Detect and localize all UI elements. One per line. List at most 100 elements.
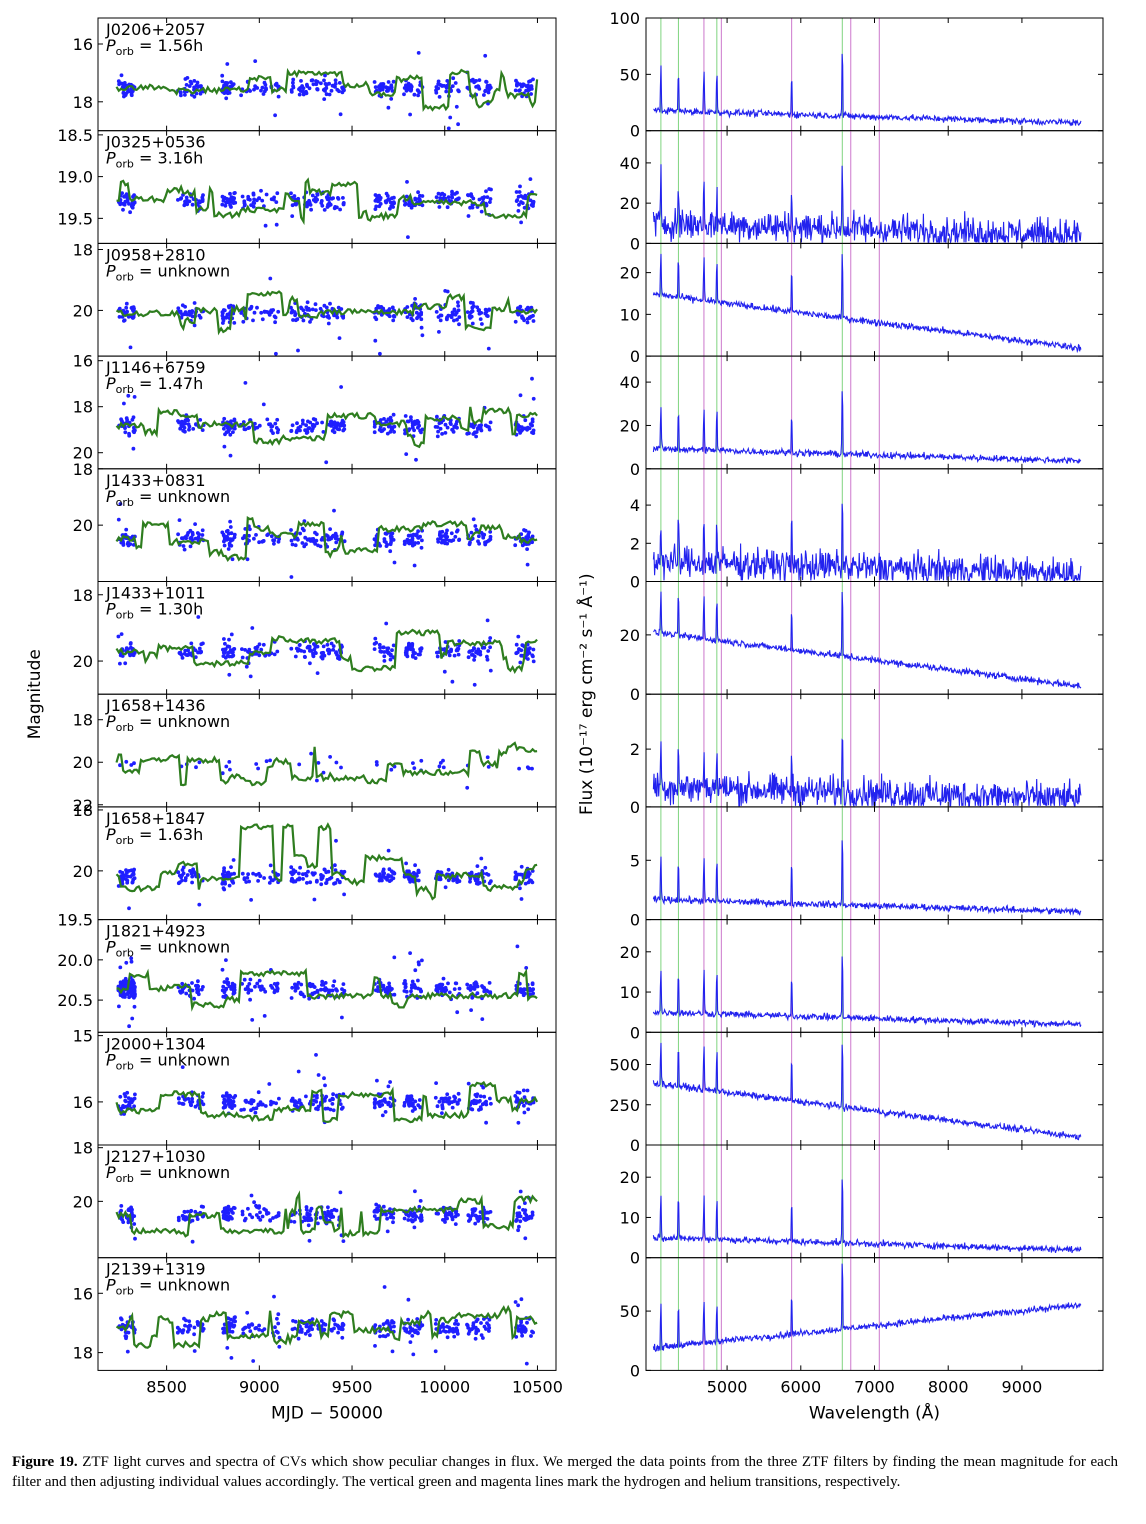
- lc-point: [222, 637, 226, 641]
- lc-point: [315, 644, 320, 649]
- lc-object-name: J1433+0831: [105, 471, 206, 490]
- lc-point: [333, 78, 338, 83]
- lc-point: [416, 529, 420, 534]
- lc-point: [130, 1016, 135, 1021]
- lc-point: [372, 430, 377, 435]
- lc-point: [525, 306, 530, 311]
- lc-object-name: J0325+0536: [105, 133, 206, 152]
- lc-point: [531, 199, 536, 204]
- lc-point: [222, 869, 227, 874]
- lc-point: [455, 419, 459, 424]
- lc-point: [341, 423, 346, 428]
- lc-model-curve: [116, 177, 538, 226]
- lc-point: [254, 1106, 259, 1111]
- lc-point: [246, 426, 251, 430]
- lc-point: [372, 647, 377, 651]
- lc-point: [519, 1297, 524, 1302]
- lc-point: [416, 51, 421, 55]
- lc-point: [454, 981, 459, 986]
- lc-point: [123, 877, 128, 881]
- lc-point: [319, 651, 324, 655]
- lc-point: [230, 981, 235, 986]
- lc-point: [201, 1102, 206, 1107]
- lc-point: [531, 1330, 535, 1335]
- lc-point: [195, 80, 200, 85]
- lc-point: [447, 650, 451, 654]
- lc-point: [296, 537, 300, 542]
- spec-ytick-label: 20: [620, 943, 640, 962]
- lc-point: [466, 1213, 471, 1218]
- lc-ytick-label: 18: [73, 711, 93, 730]
- lc-point: [519, 989, 524, 993]
- lc-point: [483, 1100, 487, 1105]
- lc-point: [124, 301, 129, 306]
- lc-point: [322, 97, 327, 101]
- lc-point: [290, 985, 295, 990]
- lc-point: [389, 425, 394, 430]
- lc-point: [392, 314, 397, 319]
- lc-point: [326, 321, 331, 326]
- lc-point: [467, 650, 472, 654]
- lc-point: [313, 417, 318, 422]
- spec-xlabel: Wavelength (Å): [809, 1401, 940, 1423]
- lc-point: [487, 187, 492, 191]
- lc-point: [229, 865, 233, 869]
- lc-point: [306, 1218, 310, 1223]
- lc-point: [516, 209, 521, 213]
- lc-point: [293, 1099, 298, 1104]
- lc-point: [118, 1094, 123, 1099]
- lc-point: [221, 1210, 225, 1214]
- lc-point: [128, 89, 133, 94]
- lc-point: [132, 761, 136, 766]
- lc-point: [126, 393, 131, 398]
- lc-point: [329, 419, 334, 424]
- lc-point: [480, 196, 485, 200]
- lc-point: [196, 650, 200, 655]
- lc-point: [316, 1221, 320, 1226]
- lc-point: [247, 982, 252, 986]
- lc-point: [269, 983, 273, 988]
- lc-point: [276, 539, 281, 544]
- lc-point: [441, 758, 445, 763]
- lc-point: [309, 751, 313, 756]
- lc-point: [122, 401, 126, 406]
- lc-point: [123, 661, 128, 666]
- spectrum-curve: [652, 840, 1082, 916]
- lc-point: [259, 310, 264, 315]
- lc-point: [306, 1223, 311, 1228]
- lc-point: [304, 91, 309, 96]
- lc-point: [120, 877, 125, 882]
- lc-ytick-label: 18: [73, 1344, 93, 1363]
- lc-point: [529, 1334, 533, 1338]
- lc-point: [437, 877, 441, 882]
- lc-ylabel: Magnitude: [25, 649, 45, 739]
- lc-point: [527, 79, 531, 84]
- spec-ytick-label: 20: [620, 194, 640, 213]
- lc-point: [382, 417, 386, 421]
- lc-point: [468, 879, 472, 884]
- lc-point: [331, 1108, 336, 1113]
- lc-ytick-label: 20: [73, 301, 93, 320]
- lc-point: [303, 1331, 308, 1336]
- lc-point: [298, 428, 302, 433]
- lc-point: [469, 1008, 473, 1012]
- lc-point: [274, 351, 278, 356]
- lc-point: [377, 642, 382, 647]
- lc-point: [445, 541, 450, 546]
- lc-point: [420, 203, 425, 208]
- lc-point: [300, 418, 305, 423]
- lc-point: [182, 651, 187, 656]
- lc-point: [124, 759, 129, 764]
- lc-point: [384, 419, 389, 424]
- figure-caption: Figure 19. ZTF light curves and spectra …: [12, 1452, 1118, 1492]
- lc-point: [289, 1099, 294, 1103]
- lc-point: [190, 202, 195, 207]
- lc-point: [307, 86, 312, 91]
- lc-point: [485, 314, 490, 318]
- lc-point: [306, 869, 310, 874]
- lc-point: [179, 196, 184, 201]
- lc-point: [523, 1208, 528, 1213]
- spectrum-curve: [652, 956, 1082, 1029]
- lc-point: [132, 876, 137, 881]
- lc-point: [272, 990, 277, 995]
